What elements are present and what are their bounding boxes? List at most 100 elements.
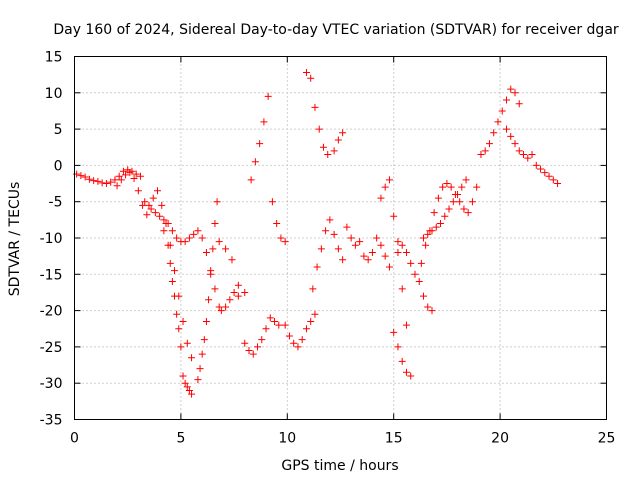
data-point: [468, 198, 476, 206]
data-point: [343, 223, 351, 231]
series-arc-16: [390, 328, 410, 376]
data-point: [302, 68, 310, 76]
data-point: [307, 74, 315, 82]
data-point: [339, 256, 347, 264]
data-point: [168, 227, 176, 235]
data-point: [194, 227, 202, 235]
series-arc-18: [417, 180, 481, 267]
data-point: [234, 292, 242, 300]
data-point: [307, 317, 315, 325]
data-point: [181, 238, 189, 246]
data-point: [298, 336, 306, 344]
y-axis-title: SDTVAR / TECUs: [7, 182, 23, 297]
data-point: [398, 241, 406, 249]
data-point: [368, 249, 376, 257]
plot-frame: [74, 56, 607, 420]
data-point: [402, 368, 410, 376]
data-point: [424, 230, 432, 238]
y-tick-label: -15: [40, 267, 63, 283]
y-tick-label: -35: [40, 413, 63, 429]
data-point: [524, 154, 532, 162]
data-point: [173, 310, 181, 318]
data-point: [385, 263, 393, 271]
data-point: [156, 212, 164, 220]
series-arc-6: [194, 198, 221, 384]
series-arc-5: [160, 227, 196, 398]
data-point: [339, 129, 347, 137]
data-point: [251, 158, 259, 166]
data-point: [313, 263, 321, 271]
data-point: [494, 118, 502, 126]
y-tick-label: -5: [49, 195, 63, 211]
data-point: [394, 249, 402, 257]
data-point: [554, 180, 562, 188]
data-point: [532, 161, 540, 169]
series-arc-15: [377, 176, 415, 380]
data-point: [175, 325, 183, 333]
series-arc-7: [215, 238, 249, 300]
data-point: [228, 256, 236, 264]
data-point: [445, 205, 453, 213]
series-arc-20: [477, 85, 523, 159]
data-point: [502, 125, 510, 133]
data-point: [211, 219, 219, 227]
data-point: [477, 151, 485, 159]
series-arc-12: [302, 68, 332, 159]
data-point: [434, 194, 442, 202]
data-point: [449, 198, 457, 206]
data-point: [200, 336, 208, 344]
y-tick-label: 0: [54, 158, 63, 174]
data-point: [398, 285, 406, 293]
data-point: [407, 372, 415, 380]
data-point: [549, 176, 557, 184]
x-tick-label: 15: [385, 431, 403, 447]
data-point: [241, 288, 249, 296]
data-point: [319, 143, 327, 151]
data-point: [281, 238, 289, 246]
data-point: [185, 386, 193, 394]
data-point: [107, 178, 115, 186]
data-point: [402, 321, 410, 329]
data-point: [528, 151, 536, 159]
data-point: [281, 321, 289, 329]
data-point: [377, 241, 385, 249]
data-point: [90, 177, 98, 185]
data-point: [430, 209, 438, 217]
data-point: [419, 234, 427, 242]
data-point: [294, 343, 302, 351]
series-arc-17: [394, 238, 436, 315]
data-point: [207, 270, 215, 278]
data-point: [515, 147, 523, 155]
data-point: [122, 171, 130, 179]
data-point: [407, 259, 415, 267]
data-point: [126, 169, 134, 177]
chart-title: Day 160 of 2024, Sidereal Day-to-day VTE…: [53, 22, 619, 38]
data-point: [222, 245, 230, 253]
data-point: [183, 339, 191, 347]
data-point: [198, 350, 206, 358]
data-point: [437, 219, 445, 227]
y-tick-label: -30: [40, 376, 63, 392]
data-point: [545, 172, 553, 180]
series-arc-11: [281, 310, 319, 351]
data-point: [271, 317, 279, 325]
data-point: [381, 252, 389, 260]
data-point: [447, 183, 455, 191]
data-point: [462, 176, 470, 184]
data-point: [168, 278, 176, 286]
data-point: [432, 223, 440, 231]
data-point: [94, 177, 102, 185]
data-point: [502, 96, 510, 104]
data-point: [139, 201, 147, 209]
y-tick-label: -10: [40, 231, 63, 247]
data-point: [511, 140, 519, 148]
data-point: [481, 147, 489, 155]
data-point: [373, 234, 381, 242]
data-point: [241, 339, 249, 347]
data-point: [417, 259, 425, 267]
data-point: [164, 241, 172, 249]
x-tick-label: 10: [278, 431, 296, 447]
data-point: [194, 376, 202, 384]
data-point: [179, 372, 187, 380]
data-point: [334, 245, 342, 253]
